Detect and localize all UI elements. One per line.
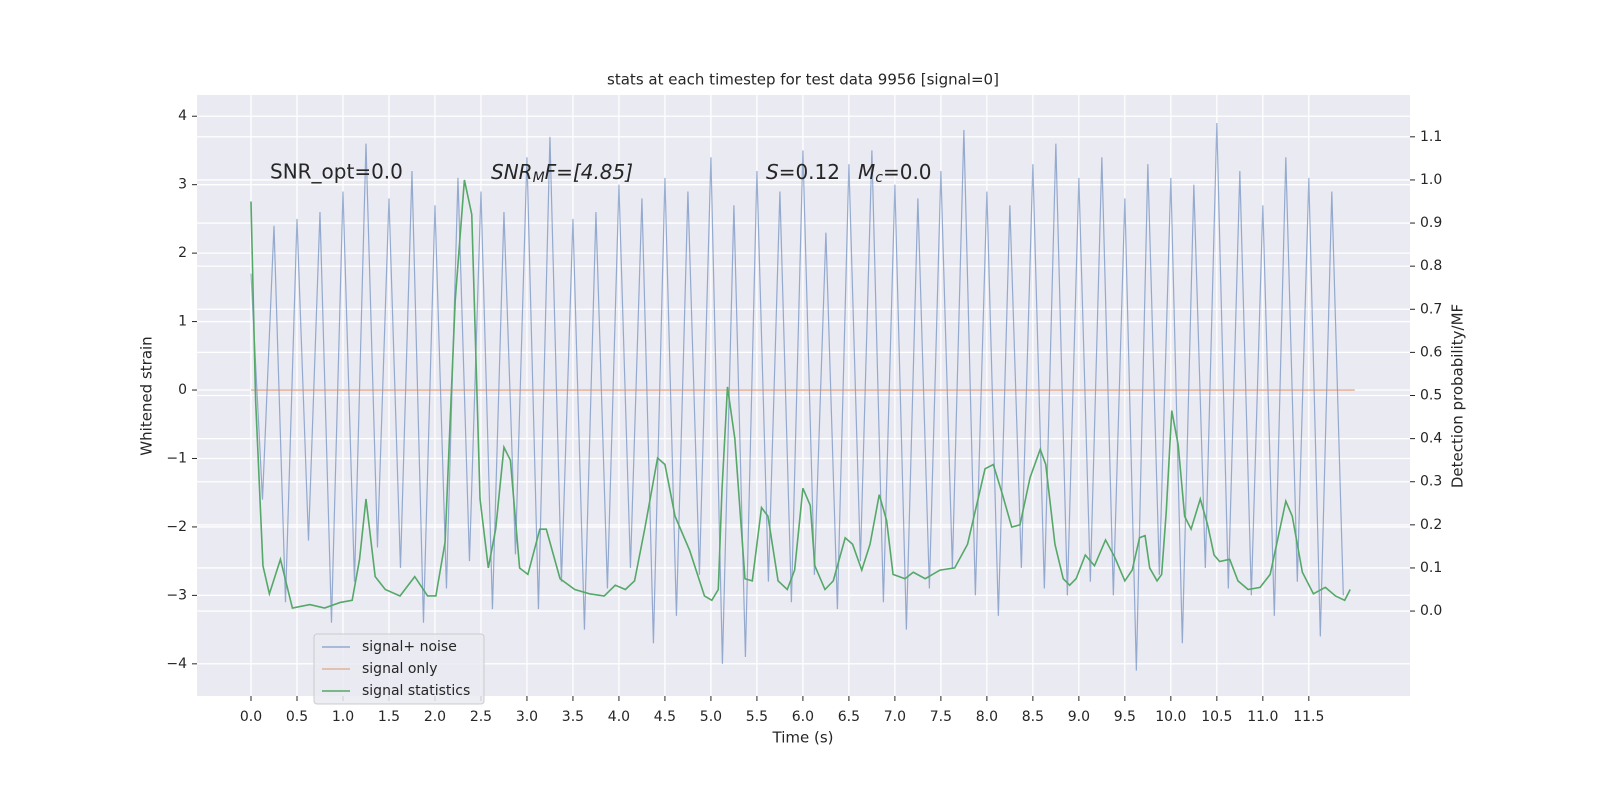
annotation-part: =0.0	[883, 160, 932, 184]
y2-tick-label: 0.2	[1420, 517, 1442, 533]
x-tick-label: 6.5	[838, 709, 860, 725]
x-tick-label: 4.5	[654, 709, 676, 725]
y2-tick-label: 0.1	[1420, 560, 1442, 576]
y2-tick-label: 0.6	[1420, 344, 1442, 360]
y2-tick-label: 0.7	[1420, 301, 1442, 317]
x-axis-label: Time (s)	[772, 729, 834, 747]
y2-tick-label: 0.3	[1420, 474, 1442, 490]
y-tick-label: 1	[178, 314, 187, 330]
annotation: SNR_opt=0.0	[270, 160, 403, 184]
series-line	[250, 123, 1344, 671]
x-tick-label: 6.0	[792, 709, 814, 725]
y2-tick-label: 0.8	[1420, 258, 1442, 274]
x-tick-label: 9.5	[1114, 709, 1136, 725]
annotation-part: M	[858, 160, 875, 184]
y-tick-label: 4	[178, 108, 187, 124]
x-tick-label: 2.0	[424, 709, 446, 725]
legend-label: signal only	[362, 661, 437, 677]
x-tick-label: 2.5	[470, 709, 492, 725]
legend-box	[313, 633, 485, 705]
x-tick-label: 8.0	[976, 709, 998, 725]
annotation-part: F=[4.85]	[545, 160, 633, 184]
x-tick-label: 7.5	[930, 709, 952, 725]
ticks: 0.0 0.5 1.0 1.5 2.0 2.5 3.0 3.5 4.0 4.5 5.0 5.5 6.0 6…	[166, 108, 1442, 725]
y2-tick-label: 0.9	[1420, 215, 1442, 231]
series-line	[250, 179, 1351, 609]
x-tick-label: 5.5	[746, 709, 768, 725]
x-tick-label: 10.5	[1201, 709, 1232, 725]
y-tick-label: −4	[166, 656, 187, 672]
y2-tick-label: 0.0	[1420, 603, 1442, 619]
annotation-part: SNR	[491, 160, 533, 184]
x-tick-label: 1.5	[378, 709, 400, 725]
y2-tick-label: 1.0	[1420, 172, 1442, 188]
y-tick-label: −1	[166, 450, 187, 466]
marks	[250, 123, 1355, 671]
y-tick-label: 2	[178, 245, 187, 261]
x-tick-label: 11.0	[1247, 709, 1278, 725]
y-tick-label: −3	[166, 587, 187, 603]
x-tick-label: 0.5	[286, 709, 308, 725]
annotation-part: =0.12	[779, 160, 840, 184]
chart-title: stats at each timestep for test data 995…	[607, 71, 999, 89]
y-tick-label: 3	[178, 177, 187, 193]
legend: signal+ noise signal only signal statistic…	[313, 633, 485, 705]
x-tick-label: 1.0	[332, 709, 354, 725]
x-tick-label: 5.0	[700, 709, 722, 725]
x-tick-label: 3.5	[562, 709, 584, 725]
y2-tick-label: 0.5	[1420, 388, 1442, 404]
x-tick-label: 8.5	[1022, 709, 1044, 725]
annotation-part: c	[875, 170, 883, 186]
x-tick-label: 3.0	[516, 709, 538, 725]
x-tick-label: 7.0	[884, 709, 906, 725]
annotation: S=0.12	[766, 160, 840, 184]
annotation-part: M	[533, 170, 545, 186]
annotation: Mc=0.0	[858, 160, 932, 187]
x-tick-label: 9.0	[1068, 709, 1090, 725]
y2-tick-label: 1.1	[1420, 129, 1442, 145]
annotation: SNRMF=[4.85]	[491, 160, 633, 187]
y2-axis-label: Detection probability/MF	[1449, 304, 1467, 488]
y-tick-label: 0	[178, 382, 187, 398]
y-tick-label: −2	[166, 519, 187, 535]
x-tick-label: 11.5	[1293, 709, 1324, 725]
legend-label: signal statistics	[362, 683, 470, 699]
x-tick-label: 4.0	[608, 709, 630, 725]
y2-tick-label: 0.4	[1420, 431, 1442, 447]
annotation-part: S	[766, 160, 779, 184]
x-tick-label: 10.0	[1155, 709, 1186, 725]
legend-label: signal+ noise	[362, 639, 457, 655]
x-tick-label: 0.0	[240, 709, 262, 725]
y-axis-label: Whitened strain	[138, 336, 156, 455]
